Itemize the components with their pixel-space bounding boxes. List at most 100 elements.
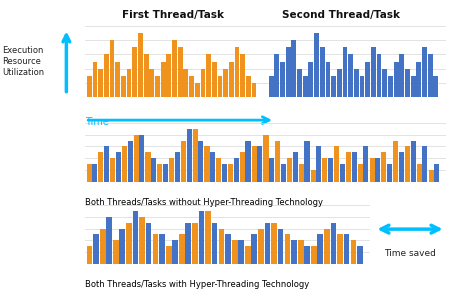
Bar bbox=[234, 158, 239, 182]
Bar bbox=[417, 62, 421, 97]
Bar bbox=[172, 240, 178, 264]
Bar bbox=[387, 164, 392, 182]
Bar bbox=[422, 47, 427, 97]
Bar bbox=[98, 152, 103, 182]
Bar bbox=[286, 47, 291, 97]
Bar bbox=[340, 164, 345, 182]
Bar bbox=[318, 234, 323, 264]
Bar bbox=[212, 223, 218, 264]
Bar bbox=[310, 170, 316, 182]
Bar bbox=[275, 141, 280, 182]
Bar bbox=[311, 246, 317, 264]
Bar bbox=[189, 76, 194, 97]
Bar bbox=[334, 146, 339, 182]
Bar bbox=[405, 69, 410, 97]
Bar bbox=[405, 146, 410, 182]
Bar bbox=[370, 158, 374, 182]
Bar bbox=[228, 164, 233, 182]
Bar bbox=[178, 47, 182, 97]
Bar bbox=[238, 240, 244, 264]
Bar bbox=[93, 234, 99, 264]
Bar bbox=[132, 47, 137, 97]
Bar bbox=[314, 33, 319, 97]
Bar bbox=[383, 69, 387, 97]
Bar bbox=[324, 229, 330, 264]
Bar bbox=[87, 164, 91, 182]
Bar bbox=[92, 164, 97, 182]
Bar bbox=[304, 246, 310, 264]
Bar bbox=[159, 234, 164, 264]
Bar bbox=[377, 54, 382, 97]
Bar bbox=[128, 141, 133, 182]
Bar bbox=[274, 54, 279, 97]
Text: Second Thread/Task: Second Thread/Task bbox=[283, 10, 400, 20]
Bar bbox=[330, 223, 336, 264]
Bar bbox=[115, 62, 120, 97]
Bar bbox=[166, 246, 172, 264]
Text: Execution
Resource
Utilization: Execution Resource Utilization bbox=[2, 46, 45, 77]
Bar bbox=[240, 54, 245, 97]
Bar bbox=[109, 40, 114, 97]
Bar bbox=[388, 76, 393, 97]
Bar bbox=[87, 246, 92, 264]
Text: Time: Time bbox=[85, 117, 109, 127]
Bar bbox=[223, 69, 228, 97]
Bar bbox=[151, 158, 156, 182]
Bar bbox=[175, 152, 180, 182]
Bar bbox=[352, 152, 357, 182]
Bar bbox=[192, 129, 198, 182]
Bar bbox=[126, 223, 132, 264]
Text: Time saved: Time saved bbox=[384, 249, 436, 258]
Bar bbox=[198, 141, 203, 182]
Bar bbox=[258, 229, 264, 264]
Bar bbox=[212, 62, 217, 97]
Bar bbox=[246, 141, 251, 182]
Bar bbox=[326, 62, 330, 97]
Bar bbox=[337, 234, 343, 264]
Bar bbox=[394, 62, 399, 97]
Bar bbox=[204, 146, 210, 182]
Bar bbox=[181, 141, 186, 182]
Bar bbox=[278, 229, 283, 264]
Bar bbox=[205, 211, 211, 264]
Bar bbox=[417, 164, 422, 182]
Bar bbox=[364, 146, 368, 182]
Bar bbox=[149, 69, 154, 97]
Bar bbox=[322, 158, 328, 182]
Bar bbox=[400, 54, 404, 97]
Bar bbox=[434, 76, 438, 97]
Bar bbox=[157, 164, 163, 182]
Bar bbox=[113, 240, 119, 264]
Bar bbox=[375, 158, 380, 182]
Bar bbox=[351, 240, 356, 264]
Bar bbox=[399, 152, 404, 182]
Bar bbox=[269, 158, 274, 182]
Bar bbox=[309, 62, 313, 97]
Bar bbox=[382, 152, 386, 182]
Bar bbox=[287, 158, 292, 182]
Bar bbox=[192, 223, 198, 264]
Bar bbox=[304, 141, 310, 182]
Bar bbox=[291, 240, 297, 264]
Bar bbox=[216, 158, 221, 182]
Bar bbox=[229, 62, 234, 97]
Bar bbox=[299, 164, 304, 182]
Bar bbox=[264, 135, 269, 182]
Bar bbox=[303, 76, 308, 97]
Bar bbox=[371, 47, 376, 97]
Bar bbox=[87, 76, 91, 97]
Bar bbox=[328, 158, 333, 182]
Bar bbox=[186, 129, 191, 182]
Bar bbox=[410, 141, 416, 182]
Bar bbox=[119, 229, 125, 264]
Bar bbox=[122, 146, 127, 182]
Bar bbox=[365, 62, 370, 97]
Bar bbox=[134, 135, 139, 182]
Bar bbox=[292, 40, 296, 97]
Bar bbox=[354, 69, 359, 97]
Bar bbox=[161, 62, 165, 97]
Bar bbox=[393, 141, 398, 182]
Bar bbox=[252, 83, 256, 97]
Bar bbox=[272, 223, 277, 264]
Bar bbox=[422, 146, 428, 182]
